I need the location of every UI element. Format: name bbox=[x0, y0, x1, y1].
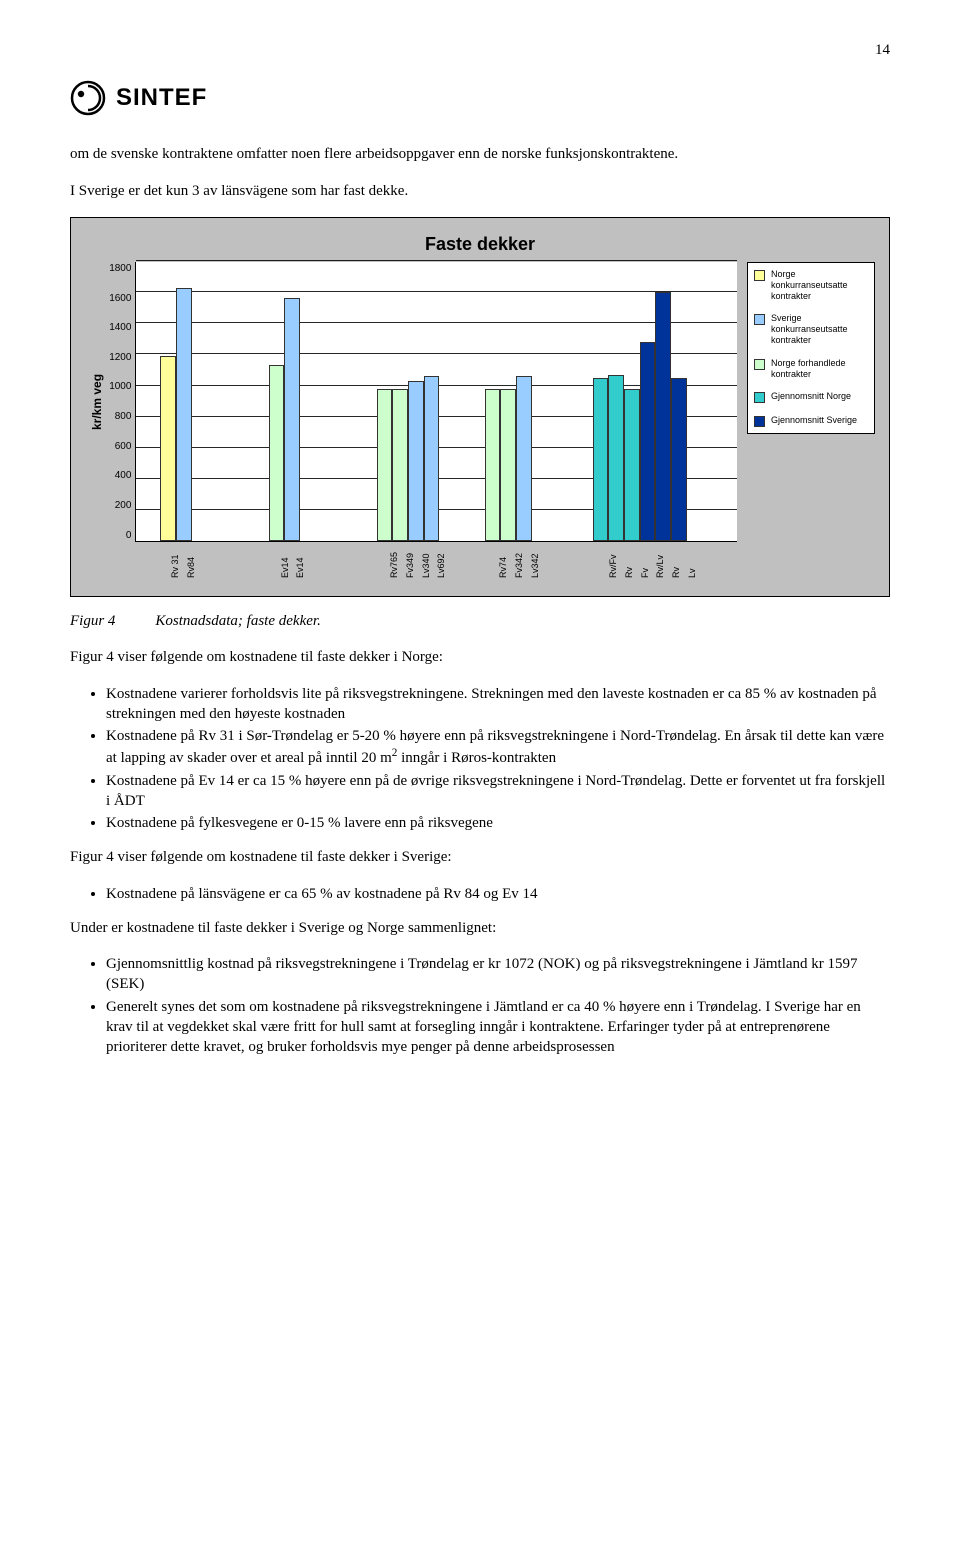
legend-label: Norge forhandlede kontrakter bbox=[771, 358, 868, 380]
chart-ytick: 800 bbox=[109, 410, 131, 424]
bullets-compare: Gjennomsnittlig kostnad på riksvegstrekn… bbox=[70, 954, 890, 1057]
legend-item: Norge konkurranseutsatte kontrakter bbox=[754, 269, 868, 301]
chart-xlabel: Fv bbox=[639, 568, 651, 578]
chart-bar bbox=[176, 288, 192, 542]
chart-ytick: 600 bbox=[109, 440, 131, 454]
legend-swatch bbox=[754, 359, 765, 370]
chart-bar bbox=[593, 378, 609, 541]
chart-bar bbox=[284, 298, 300, 541]
legend-item: Gjennomsnitt Norge bbox=[754, 391, 868, 403]
legend-label: Sverige konkurranseutsatte kontrakter bbox=[771, 313, 868, 345]
chart-ytick: 1600 bbox=[109, 292, 131, 306]
chart-xlabel: Rv84 bbox=[185, 557, 197, 578]
chart-legend: Norge konkurranseutsatte kontrakter Sveri… bbox=[747, 262, 875, 434]
chart-xlabel: Ev14 bbox=[294, 558, 306, 579]
sintef-logo-icon bbox=[70, 80, 106, 116]
legend-item: Gjennomsnitt Sverige bbox=[754, 415, 868, 427]
chart-xlabel: Rv/Fv bbox=[607, 555, 619, 579]
chart-xlabel: Lv342 bbox=[529, 554, 541, 579]
chart-bar bbox=[408, 381, 424, 541]
chart-ytick: 0 bbox=[109, 529, 131, 543]
logo-text: SINTEF bbox=[116, 82, 207, 114]
chart-bar bbox=[655, 292, 671, 541]
chart-xlabel: Lv bbox=[686, 569, 698, 579]
body-para-1: Figur 4 viser følgende om kostnadene til… bbox=[70, 647, 890, 667]
chart-xlabel: Rv 31 bbox=[169, 555, 181, 579]
legend-swatch bbox=[754, 314, 765, 325]
legend-swatch bbox=[754, 270, 765, 281]
list-item: Kostnadene varierer forholdsvis lite på … bbox=[106, 684, 890, 725]
chart-ytick: 1200 bbox=[109, 351, 131, 365]
figure-caption-text: Kostnadsdata; faste dekker. bbox=[155, 611, 320, 631]
chart-bar bbox=[392, 389, 408, 541]
chart-ytick: 200 bbox=[109, 499, 131, 513]
chart-ytick: 400 bbox=[109, 469, 131, 483]
list-item: Kostnadene på Rv 31 i Sør-Trøndelag er 5… bbox=[106, 726, 890, 769]
chart-bar bbox=[608, 375, 624, 541]
list-item: Kostnadene på fylkesvegene er 0-15 % lav… bbox=[106, 813, 890, 833]
legend-item: Sverige konkurranseutsatte kontrakter bbox=[754, 313, 868, 345]
list-item: Gjennomsnittlig kostnad på riksvegstrekn… bbox=[106, 954, 890, 995]
chart-xlabel: Fv342 bbox=[513, 553, 525, 578]
chart-xlabel: Rv/Lv bbox=[654, 555, 666, 578]
chart-bar bbox=[624, 389, 640, 541]
chart-plot-area bbox=[135, 262, 737, 542]
list-item: Kostnadene på länsvägene er ca 65 % av k… bbox=[106, 884, 890, 904]
chart-xaxis: Rv 31 Rv84 Ev14Ev14 Rv765 Fv349 Lv340Lv692 Rv7… bbox=[129, 542, 737, 582]
chart-xlabel: Lv692 bbox=[435, 554, 447, 579]
chart-ytick: 1800 bbox=[109, 262, 131, 276]
chart-bar bbox=[640, 342, 656, 541]
page-number: 14 bbox=[70, 40, 890, 60]
chart-bar bbox=[424, 376, 440, 541]
logo: SINTEF bbox=[70, 80, 890, 116]
chart-yaxis: 1800 1600 1400 1200 1000 800 600 400 200 0 bbox=[109, 262, 135, 542]
bullets-sverige: Kostnadene på länsvägene er ca 65 % av k… bbox=[70, 884, 890, 904]
chart-xlabel: Lv340 bbox=[420, 554, 432, 579]
chart-ytick: 1400 bbox=[109, 321, 131, 335]
chart-bar bbox=[160, 356, 176, 541]
chart-xlabel: Rv74 bbox=[497, 557, 509, 578]
intro-paragraph-2: I Sverige er det kun 3 av länsvägene som… bbox=[70, 181, 890, 201]
chart-bar bbox=[516, 376, 532, 541]
figure-caption: Figur 4 Kostnadsdata; faste dekker. bbox=[70, 611, 890, 631]
list-item: Generelt synes det som om kostnadene på … bbox=[106, 997, 890, 1058]
chart-title: Faste dekker bbox=[85, 232, 875, 256]
intro-paragraph-1: om de svenske kontraktene omfatter noen … bbox=[70, 144, 890, 164]
chart-bar bbox=[485, 389, 501, 541]
chart-xlabel: Rv bbox=[623, 567, 635, 578]
legend-swatch bbox=[754, 392, 765, 403]
list-item: Kostnadene på Ev 14 er ca 15 % høyere en… bbox=[106, 771, 890, 812]
chart-faste-dekker: Faste dekker kr/km veg 18001600140012001… bbox=[70, 217, 890, 597]
figure-label: Figur 4 bbox=[70, 611, 115, 631]
legend-item: Norge forhandlede kontrakter bbox=[754, 358, 868, 380]
chart-bar bbox=[377, 389, 393, 541]
chart-ytick: 1000 bbox=[109, 380, 131, 394]
body-para-2: Figur 4 viser følgende om kostnadene til… bbox=[70, 847, 890, 867]
chart-bar bbox=[671, 378, 687, 541]
chart-xlabel: Rv bbox=[670, 567, 682, 578]
chart-ylabel: kr/km veg bbox=[85, 262, 109, 542]
bullets-norge: Kostnadene varierer forholdsvis lite på … bbox=[70, 684, 890, 834]
legend-swatch bbox=[754, 416, 765, 427]
legend-label: Gjennomsnitt Sverige bbox=[771, 415, 857, 426]
chart-xlabel: Fv349 bbox=[404, 553, 416, 578]
legend-label: Gjennomsnitt Norge bbox=[771, 391, 851, 402]
body-para-3: Under er kostnadene til faste dekker i S… bbox=[70, 918, 890, 938]
chart-bar bbox=[500, 389, 516, 541]
chart-xlabel: Rv765 bbox=[388, 552, 400, 578]
chart-bar bbox=[269, 365, 285, 541]
chart-xlabel: Ev14 bbox=[279, 558, 291, 579]
legend-label: Norge konkurranseutsatte kontrakter bbox=[771, 269, 868, 301]
